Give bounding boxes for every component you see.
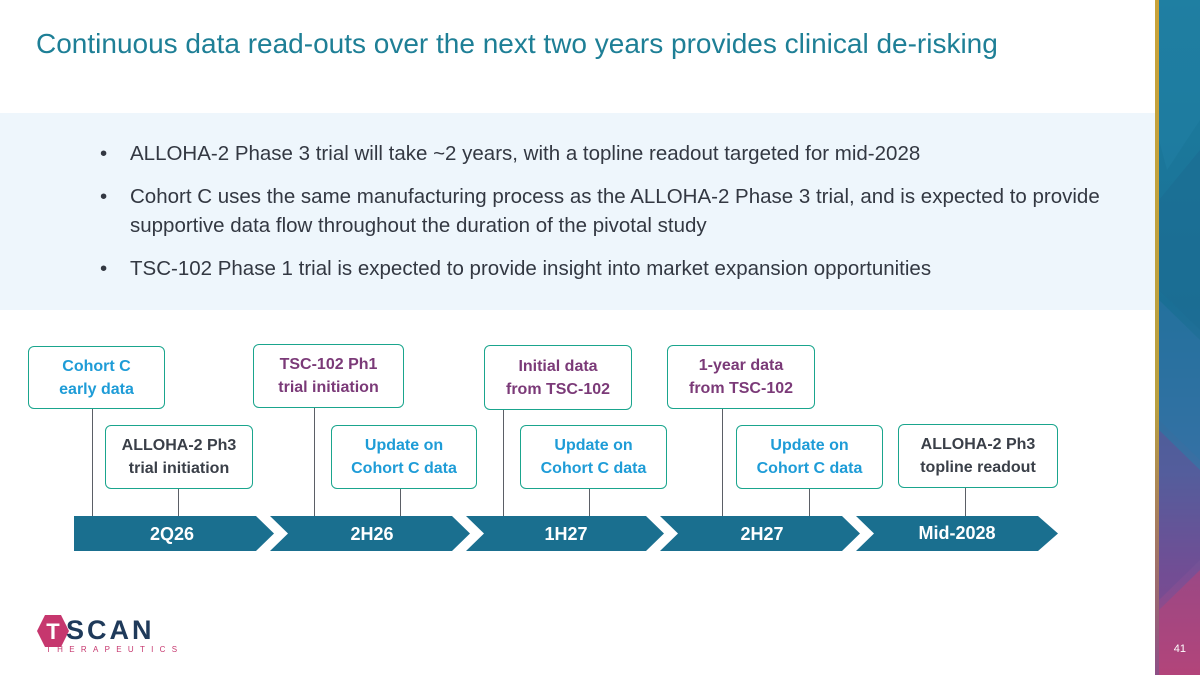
event-line: from TSC-102 xyxy=(688,380,794,397)
event-line: topline readout xyxy=(920,459,1036,476)
event-cohort-c-early-data: Cohort C early data xyxy=(28,346,165,409)
period-label: 2Q26 xyxy=(150,524,194,544)
connector-line xyxy=(809,488,810,516)
event-line: TSC-102 Ph1 xyxy=(279,356,378,373)
event-line: Cohort C data xyxy=(540,460,647,477)
bullet-list: • ALLOHA-2 Phase 3 trial will take ~2 yea… xyxy=(100,139,1120,297)
event-line: Cohort C data xyxy=(351,460,457,477)
bullet-text: TSC-102 Phase 1 trial is expected to pro… xyxy=(130,257,932,280)
event-cohort-c-update: Update on Cohort C data xyxy=(736,425,883,489)
bullet-dot: • xyxy=(100,185,108,208)
bullet-item: • ALLOHA-2 Phase 3 trial will take ~2 yea… xyxy=(100,139,1120,168)
event-1yr-data-tsc102: 1-year data from TSC-102 xyxy=(667,345,815,409)
event-line: ALLOHA-2 Ph3 xyxy=(121,437,237,454)
event-line: trial initiation xyxy=(128,460,230,477)
band-edge xyxy=(1155,0,1159,675)
band-facets xyxy=(1159,0,1200,675)
connector-line xyxy=(722,408,723,516)
connector-line xyxy=(314,408,315,516)
logo-letter: T xyxy=(46,619,60,644)
event-line: from TSC-102 xyxy=(505,380,611,398)
timeline-arrow-mid-2028 xyxy=(856,516,1058,551)
connector-line xyxy=(589,488,590,516)
event-line: Cohort C xyxy=(62,357,131,375)
timeline-arrow-2h27 xyxy=(660,516,860,551)
event-cohort-c-update: Update on Cohort C data xyxy=(331,425,477,489)
period-label: 1H27 xyxy=(544,524,587,544)
logo-wordmark: SCAN xyxy=(66,615,155,645)
event-alloha2-trial-initiation: ALLOHA-2 Ph3 trial initiation xyxy=(105,425,253,489)
bullet-item: • TSC-102 Phase 1 trial is expected to pr… xyxy=(100,254,1120,283)
event-line: Initial data xyxy=(518,357,598,375)
period-label: 2H26 xyxy=(350,524,393,544)
event-line: trial initiation xyxy=(278,379,379,396)
connector-line xyxy=(503,410,504,516)
bullet-item: • Cohort C uses the same manufacturing pr… xyxy=(100,182,1120,240)
event-initial-data-tsc102: Initial data from TSC-102 xyxy=(484,345,632,410)
event-line: 1-year data xyxy=(698,357,784,374)
tscan-logo-icon: T xyxy=(37,615,69,647)
connector-line xyxy=(178,488,179,516)
bullet-text: ALLOHA-2 Phase 3 trial will take ~2 year… xyxy=(130,142,921,165)
bullet-dot: • xyxy=(100,142,108,165)
connector-line xyxy=(400,488,401,516)
event-line: early data xyxy=(59,380,134,398)
bullet-text: Cohort C uses the same manufacturing pro… xyxy=(130,185,1100,237)
event-alloha2-topline-readout: ALLOHA-2 Ph3 topline readout xyxy=(898,424,1058,488)
period-label: Mid-2028 xyxy=(918,523,995,543)
slide-title: Continuous data read-outs over the next … xyxy=(36,28,998,59)
connector-line xyxy=(92,408,93,516)
event-line: Cohort C data xyxy=(756,460,863,477)
page-number: 41 xyxy=(1173,643,1186,655)
logo-subtitle: THERAPEUTICS xyxy=(46,645,184,654)
event-cohort-c-update: Update on Cohort C data xyxy=(520,425,667,489)
event-line: Update on xyxy=(364,437,444,454)
connector-line xyxy=(965,488,966,516)
timeline-arrow-2q26 xyxy=(74,516,274,551)
event-line: Update on xyxy=(554,437,633,454)
event-line: Update on xyxy=(770,437,849,454)
timeline-arrow-1h27 xyxy=(466,516,664,551)
event-line: ALLOHA-2 Ph3 xyxy=(920,436,1036,453)
decorative-side-band: 41 xyxy=(1155,0,1200,675)
timeline-arrow-2h26 xyxy=(270,516,470,551)
bullet-dot: • xyxy=(100,257,108,280)
bullet-panel xyxy=(0,113,1155,310)
event-tsc102-trial-initiation: TSC-102 Ph1 trial initiation xyxy=(253,344,404,408)
period-label: 2H27 xyxy=(740,524,783,544)
